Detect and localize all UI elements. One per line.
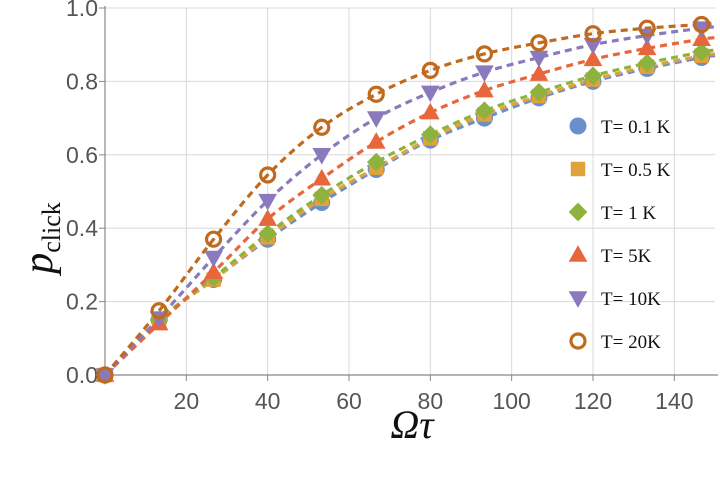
- point-t-10k: [258, 193, 278, 211]
- x-tick-label: 40: [255, 388, 281, 414]
- legend-label-t-20k: T= 20K: [601, 332, 661, 353]
- point-t-20k: [530, 34, 548, 52]
- legend: T= 0.1 K T= 0.5 K T= 1 K T= 5K T= 10K T= 20K: [568, 117, 671, 353]
- y-axis-label-main: p: [16, 253, 62, 277]
- x-tick-label: 60: [336, 388, 362, 414]
- point-t-5k: [583, 49, 603, 67]
- fit-curves: [103, 22, 716, 377]
- point-t-1-k: [258, 224, 278, 244]
- legend-label-t-0-1-k: T= 0.1 K: [601, 117, 671, 138]
- point-t-5k: [258, 209, 278, 226]
- point-t-5k: [529, 64, 549, 81]
- point-t-10k: [475, 65, 494, 82]
- point-t-5k: [637, 38, 657, 56]
- legend-label-t-1-k: T= 1 K: [601, 203, 656, 224]
- point-t-10k: [692, 21, 711, 38]
- legend-marker-t-0-5-k: [570, 161, 586, 177]
- tick-labels: 20 40 60 80 100 120 140 0.0 0.2 0.4 0.6 0.8 1.0: [66, 0, 694, 414]
- data-points: [95, 15, 711, 385]
- point-t-5k: [204, 262, 223, 280]
- legend-marker-t-0-1-k: [569, 117, 587, 135]
- point-t-10k: [529, 50, 549, 68]
- point-t-1-k: [692, 42, 711, 62]
- point-t-10k: [312, 148, 332, 165]
- point-t-20k: [584, 25, 602, 43]
- point-t-20k: [692, 15, 711, 34]
- point-t-10k: [204, 250, 223, 268]
- y-tick-label: 0.8: [66, 68, 98, 94]
- fit-curve-t-20k: [103, 22, 716, 377]
- x-tick-label: 140: [655, 388, 693, 414]
- point-t-20k: [150, 302, 168, 320]
- x-tick-label: 20: [174, 388, 200, 414]
- point-t-5k: [312, 168, 332, 186]
- point-t-1-k: [529, 83, 549, 102]
- legend-label-t-5k: T= 5K: [601, 246, 652, 267]
- grid: [105, 7, 715, 376]
- x-tick-label: 80: [418, 388, 444, 414]
- point-t-1-k: [637, 53, 657, 73]
- point-t-5k: [420, 102, 440, 120]
- point-t-20k: [421, 61, 439, 79]
- x-axis-label: Ωτ: [390, 402, 435, 447]
- fit-curve-t-10k: [103, 25, 716, 377]
- y-tick-label: 0.0: [66, 362, 98, 388]
- y-axis-label-sub: click: [37, 202, 66, 253]
- point-t-10k: [366, 111, 386, 128]
- legend-marker-t-5k: [568, 245, 588, 262]
- axes: [99, 6, 718, 381]
- point-t-1-k: [366, 152, 386, 172]
- point-t-10k: [95, 368, 115, 385]
- point-t-1-k: [420, 125, 440, 144]
- point-t-1-k: [475, 101, 494, 121]
- point-t-5k: [475, 80, 494, 98]
- point-t-20k: [367, 85, 385, 103]
- legend-marker-t-20k: [569, 332, 587, 350]
- y-tick-label: 0.2: [66, 289, 98, 315]
- legend-label-t-0-5-k: T= 0.5 K: [601, 160, 671, 181]
- x-tick-label: 120: [574, 388, 612, 414]
- legend-label-t-10k: T= 10K: [601, 289, 661, 310]
- point-t-20k: [259, 166, 277, 184]
- legend-marker-t-1-k: [568, 202, 588, 222]
- point-t-10k: [420, 85, 440, 103]
- point-t-20k: [204, 230, 223, 248]
- point-t-10k: [583, 37, 603, 55]
- point-t-20k: [638, 19, 656, 37]
- y-tick-label: 1.0: [66, 0, 98, 21]
- svg-text:pclick: pclick: [16, 202, 66, 277]
- x-tick-label: 100: [492, 388, 530, 414]
- point-t-1-k: [583, 66, 603, 86]
- point-t-20k: [313, 118, 331, 136]
- legend-marker-t-10k: [568, 291, 588, 308]
- point-t-1-k: [312, 185, 332, 205]
- point-t-20k: [96, 366, 114, 384]
- point-t-20k: [475, 45, 494, 63]
- point-t-5k: [366, 132, 386, 149]
- y-tick-label: 0.6: [66, 142, 98, 168]
- y-tick-label: 0.4: [66, 215, 98, 241]
- y-axis-label: pclick: [16, 202, 66, 277]
